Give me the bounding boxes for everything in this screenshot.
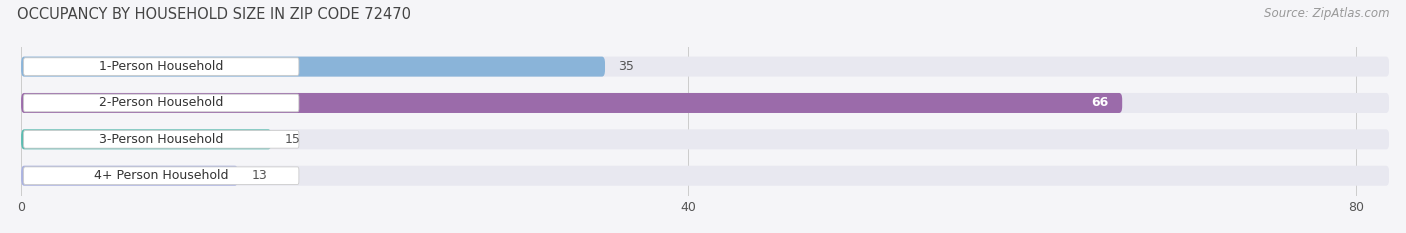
FancyBboxPatch shape [24,167,299,185]
Text: 35: 35 [619,60,634,73]
FancyBboxPatch shape [21,129,1389,149]
Text: 4+ Person Household: 4+ Person Household [94,169,229,182]
Text: 3-Person Household: 3-Person Household [98,133,224,146]
Text: Source: ZipAtlas.com: Source: ZipAtlas.com [1264,7,1389,20]
FancyBboxPatch shape [21,166,1389,186]
FancyBboxPatch shape [21,166,238,186]
FancyBboxPatch shape [21,129,271,149]
FancyBboxPatch shape [21,93,1122,113]
FancyBboxPatch shape [21,57,605,77]
Text: 15: 15 [284,133,301,146]
Text: OCCUPANCY BY HOUSEHOLD SIZE IN ZIP CODE 72470: OCCUPANCY BY HOUSEHOLD SIZE IN ZIP CODE … [17,7,411,22]
FancyBboxPatch shape [24,58,299,75]
Text: 1-Person Household: 1-Person Household [98,60,224,73]
FancyBboxPatch shape [21,93,1389,113]
FancyBboxPatch shape [21,57,1389,77]
Text: 66: 66 [1091,96,1109,110]
FancyBboxPatch shape [24,94,299,112]
FancyBboxPatch shape [24,130,299,148]
Text: 2-Person Household: 2-Person Household [98,96,224,110]
Text: 13: 13 [252,169,267,182]
